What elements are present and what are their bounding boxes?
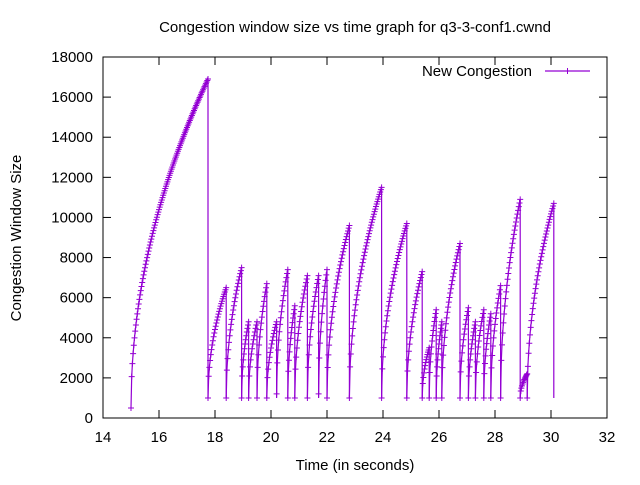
y-axis-label: Congestion Window Size	[8, 155, 25, 322]
series-line	[207, 287, 227, 398]
series-point-markers	[128, 76, 211, 411]
cwnd-cycle	[304, 272, 322, 401]
series-point-markers	[263, 318, 280, 401]
y-tick-label: 16000	[51, 89, 93, 106]
cwnd-cycle	[426, 306, 440, 401]
y-tick-label: 8000	[60, 250, 93, 267]
cwnd-cycle	[403, 268, 426, 401]
cwnd-cycle	[517, 370, 531, 401]
x-tick-label: 28	[487, 429, 504, 446]
y-tick-label: 6000	[60, 290, 93, 307]
x-tick-label: 18	[207, 429, 224, 446]
series-point-markers	[378, 220, 410, 401]
series-line	[490, 285, 502, 398]
series-point-markers	[433, 318, 445, 401]
series-line	[526, 203, 555, 398]
series-line	[441, 243, 461, 398]
y-tick-label: 4000	[60, 330, 93, 347]
series-point-markers	[457, 304, 472, 401]
cwnd-cycle	[457, 304, 472, 401]
series-point-markers	[497, 196, 524, 401]
series-line	[318, 269, 328, 398]
series-point-markers	[238, 318, 252, 401]
series-line	[130, 78, 209, 408]
cwnd-cycle	[324, 222, 353, 401]
cwnd-cycle	[223, 264, 245, 401]
chart-title: Congestion window size vs time graph for…	[159, 19, 551, 36]
y-tick-label: 0	[85, 410, 93, 427]
y-tick-label: 2000	[60, 370, 93, 387]
x-tick-label: 26	[431, 429, 448, 446]
series-point-markers	[438, 240, 463, 401]
cwnd-cycle	[238, 318, 252, 401]
series-point-markers	[524, 200, 557, 401]
legend-marker	[564, 68, 571, 74]
cwnd-cycle	[472, 306, 487, 401]
y-tick-label: 18000	[51, 49, 93, 66]
series-point-markers	[273, 266, 291, 397]
cwnd-cycle	[205, 284, 230, 401]
legend: New Congestion	[422, 63, 590, 80]
cwnd-cycle	[524, 200, 557, 401]
cwnd-cycle	[245, 318, 260, 401]
series-point-markers	[315, 266, 330, 397]
series-point-markers	[284, 302, 298, 401]
series-point-markers	[517, 370, 531, 401]
series-line	[256, 283, 268, 398]
y-tick-label: 12000	[51, 169, 93, 186]
series-point-markers	[480, 310, 494, 401]
series-point-markers	[324, 222, 353, 401]
x-axis-label: Time (in seconds)	[296, 457, 415, 474]
series-point-markers	[254, 280, 270, 401]
cwnd-cycle	[273, 266, 291, 398]
cwnd-cycle	[433, 318, 445, 401]
cwnd-cycle	[438, 240, 463, 401]
series-point-markers	[291, 272, 311, 401]
x-tick-label: 30	[543, 429, 560, 446]
y-tick-label: 10000	[51, 209, 93, 226]
cwnd-cycle	[254, 280, 270, 401]
series-line	[348, 187, 383, 398]
series-point-markers	[419, 344, 433, 401]
x-tick-label: 32	[599, 429, 616, 446]
x-tick-label: 20	[263, 429, 280, 446]
cwnd-cycle	[497, 196, 524, 401]
cwnd-cycle	[480, 310, 494, 401]
cwnd-cycle	[419, 344, 433, 401]
plot-area-frame	[102, 56, 608, 419]
series-point-markers	[304, 272, 322, 401]
series-point-markers	[346, 184, 385, 401]
cwnd-cycle	[284, 302, 298, 401]
cwnd-cycle	[291, 272, 311, 401]
x-tick-label: 24	[375, 429, 392, 446]
y-tick-label: 14000	[51, 129, 93, 146]
cwnd-cycle	[378, 220, 410, 401]
series-point-markers	[487, 282, 504, 401]
cwnd-cycle	[315, 266, 330, 398]
series-point-markers	[205, 284, 230, 401]
series-line	[276, 269, 289, 398]
series-point-markers	[223, 264, 245, 401]
cwnd-cycle	[128, 76, 211, 411]
x-tick-label: 16	[151, 429, 168, 446]
series-point-markers	[465, 318, 479, 401]
cwnd-cycle	[263, 318, 280, 401]
x-tick-label: 22	[319, 429, 336, 446]
series-point-markers	[426, 306, 440, 401]
x-tick-label: 14	[95, 429, 112, 446]
series-point-markers	[403, 268, 426, 401]
legend-sample	[545, 68, 590, 74]
cwnd-cycle	[487, 282, 504, 401]
cwnd-cycle	[465, 318, 479, 401]
legend-label: New Congestion	[422, 63, 532, 80]
cwnd-cycle	[346, 184, 385, 401]
series-point-markers	[245, 318, 260, 401]
series-point-markers	[472, 306, 487, 401]
